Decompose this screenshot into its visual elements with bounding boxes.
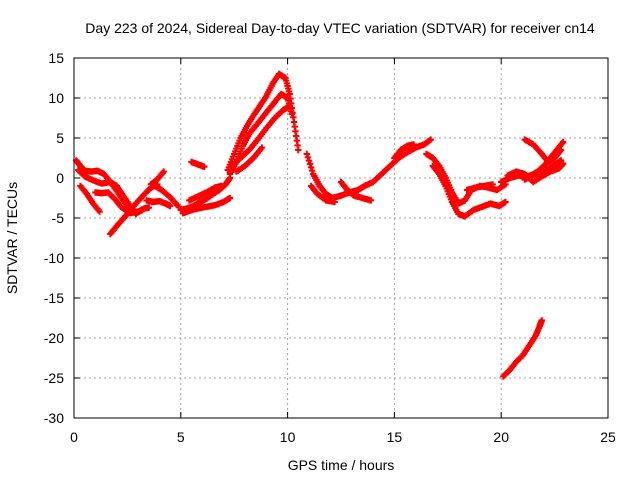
data-point: [226, 194, 234, 202]
y-tick-label: -15: [44, 290, 64, 306]
data-point: [303, 150, 311, 158]
grid: [74, 58, 608, 418]
x-tick-label: 15: [387, 429, 403, 445]
y-tick-label: 0: [56, 170, 64, 186]
y-tick-label: -25: [44, 370, 64, 386]
series-arc-28: [521, 136, 565, 166]
data-marks: [72, 70, 567, 380]
data-point: [258, 144, 266, 151]
x-axis-label: GPS time / hours: [288, 457, 395, 473]
y-tick-label: -20: [44, 330, 64, 346]
series-arc-13: [224, 70, 302, 174]
data-point: [308, 167, 316, 174]
series-arc-18: [307, 182, 338, 206]
data-point: [304, 154, 312, 161]
series-arc-16: [233, 144, 266, 175]
data-point: [286, 102, 293, 110]
series-arc-22: [423, 150, 509, 207]
data-point: [218, 182, 225, 190]
plot-frame: [73, 57, 609, 419]
axis-ticks: [73, 57, 609, 419]
series-arc-5: [107, 181, 161, 238]
data-point: [305, 157, 313, 164]
data-point: [295, 146, 302, 154]
x-tick-label: 5: [177, 429, 185, 445]
y-tick-label: -10: [44, 250, 64, 266]
data-point: [96, 208, 103, 215]
y-tick-labels: -30 -25 -20 -15 -10 -5 0 5 10 15: [44, 50, 64, 426]
data-point: [410, 141, 417, 148]
data-point: [427, 136, 434, 143]
data-point: [489, 181, 496, 188]
y-tick-label: 10: [48, 90, 64, 106]
x-tick-labels: 0 5 10 15 20 25: [70, 429, 616, 445]
data-point: [502, 198, 509, 206]
series-arc-2: [75, 166, 140, 218]
series-arc-10: [179, 194, 234, 217]
data-point: [559, 138, 567, 146]
series-arc-12: [188, 158, 208, 170]
data-point: [367, 197, 375, 204]
series-arc-19: [337, 178, 375, 204]
data-point: [559, 160, 567, 167]
y-axis-label: SDTVAR / TECUs: [4, 182, 20, 294]
y-tick-label: -30: [44, 410, 64, 426]
data-point: [160, 168, 167, 175]
y-tick-label: -5: [52, 210, 65, 226]
series-arc-11: [186, 182, 225, 204]
series-arc-24: [463, 181, 496, 194]
series-arc-21: [391, 141, 417, 162]
x-tick-label: 25: [600, 429, 616, 445]
series-arc-8: [151, 182, 182, 210]
data-point: [201, 163, 208, 170]
series-arc-3: [77, 182, 103, 215]
data-point: [145, 204, 152, 211]
chart-title: Day 223 of 2024, Sidereal Day-to-day VTE…: [85, 20, 595, 36]
x-tick-label: 10: [280, 429, 296, 445]
series-arc-20: [361, 136, 434, 190]
data-point: [307, 164, 315, 171]
series-arc-29: [500, 317, 545, 380]
x-tick-label: 20: [493, 429, 509, 445]
data-point: [538, 317, 545, 324]
x-tick-label: 0: [70, 429, 78, 445]
data-point: [557, 146, 565, 154]
data-point: [306, 160, 314, 168]
series-arc-15: [228, 102, 293, 170]
y-tick-label: 5: [56, 130, 64, 146]
y-tick-label: 15: [48, 50, 64, 66]
data-point: [331, 198, 338, 206]
data-point: [166, 202, 174, 210]
series-arc-23: [429, 162, 509, 220]
series-arc-6: [143, 197, 174, 210]
data-point: [288, 110, 296, 118]
